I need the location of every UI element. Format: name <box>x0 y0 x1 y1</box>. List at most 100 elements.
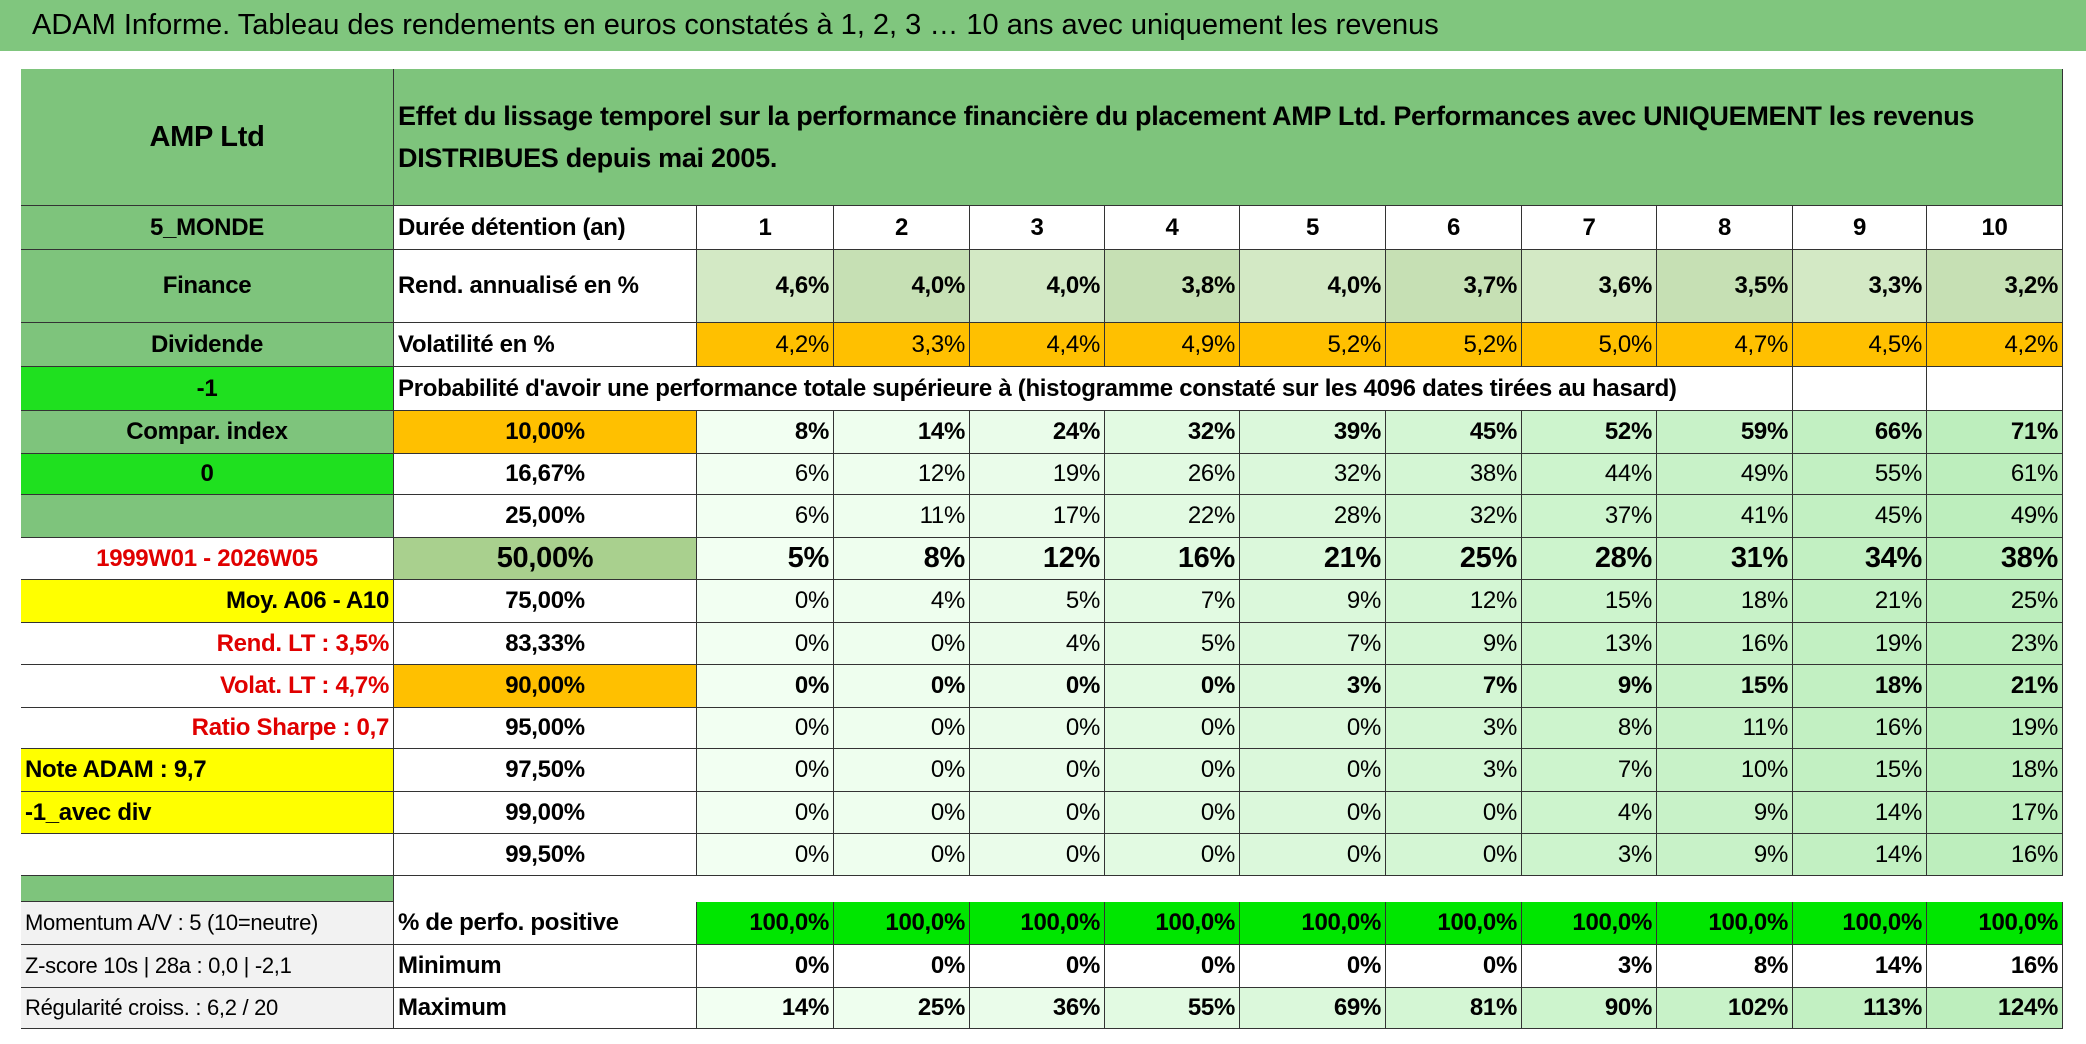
value: 0% <box>697 623 834 665</box>
value: 12% <box>970 538 1105 580</box>
value: 14% <box>1793 945 1927 988</box>
value: 12% <box>834 454 970 495</box>
value: 0% <box>1105 792 1240 834</box>
value: 0% <box>1105 834 1240 876</box>
value: 37% <box>1522 495 1657 538</box>
value: 0% <box>697 945 834 988</box>
year: 6 <box>1386 206 1522 250</box>
value: 26% <box>1105 454 1240 495</box>
year: 7 <box>1522 206 1657 250</box>
value: 16% <box>1105 538 1240 580</box>
value: 25% <box>1386 538 1522 580</box>
value: 11% <box>1657 708 1793 749</box>
value: 3,5% <box>1657 250 1793 323</box>
value: 19% <box>970 454 1105 495</box>
value: 4,9% <box>1105 323 1240 367</box>
left-label: Régularité croiss. : 6,2 / 20 <box>21 988 394 1029</box>
value: 7% <box>1386 665 1522 708</box>
value: 3,7% <box>1386 250 1522 323</box>
left-label <box>21 495 394 538</box>
value: 41% <box>1657 495 1793 538</box>
value: 5,2% <box>1240 323 1386 367</box>
threshold: 16,67% <box>394 454 697 495</box>
value: 5% <box>697 538 834 580</box>
value: 4,4% <box>970 323 1105 367</box>
value: 3% <box>1386 749 1522 792</box>
value: 0% <box>1386 792 1522 834</box>
left-label: 5_MONDE <box>21 206 394 250</box>
value: 11% <box>834 495 970 538</box>
value: 55% <box>1793 454 1927 495</box>
value: 0% <box>970 708 1105 749</box>
value: 0% <box>1386 834 1522 876</box>
threshold: 83,33% <box>394 623 697 665</box>
value: 4% <box>1522 792 1657 834</box>
value: 9% <box>1657 792 1793 834</box>
left-label: Volat. LT : 4,7% <box>21 665 394 708</box>
value: 49% <box>1657 454 1793 495</box>
value: 4,0% <box>1240 250 1386 323</box>
value: 22% <box>1105 495 1240 538</box>
value: 14% <box>1793 834 1927 876</box>
year: 2 <box>834 206 970 250</box>
value: 8% <box>1522 708 1657 749</box>
value: 9% <box>1240 580 1386 623</box>
empty-cell <box>1793 367 1927 411</box>
value: 18% <box>1793 665 1927 708</box>
value: 4,2% <box>697 323 834 367</box>
value: 0% <box>1386 945 1522 988</box>
value: 100,0% <box>1657 902 1793 945</box>
left-label <box>21 834 394 876</box>
value: 0% <box>834 792 970 834</box>
value: 6% <box>697 495 834 538</box>
value: 7% <box>1105 580 1240 623</box>
threshold: 25,00% <box>394 495 697 538</box>
value: 12% <box>1386 580 1522 623</box>
value: 8% <box>1657 945 1793 988</box>
value: 0% <box>1105 708 1240 749</box>
value: 0% <box>1240 792 1386 834</box>
value: 3% <box>1522 945 1657 988</box>
value: 5% <box>970 580 1105 623</box>
threshold: 90,00% <box>394 665 697 708</box>
value: 0% <box>970 665 1105 708</box>
left-label: 0 <box>21 454 394 495</box>
threshold: 50,00% <box>394 538 697 580</box>
left-label: 1999W01 - 2026W05 <box>21 538 394 580</box>
value: 3,8% <box>1105 250 1240 323</box>
threshold: 75,00% <box>394 580 697 623</box>
value: 17% <box>970 495 1105 538</box>
value: 16% <box>1657 623 1793 665</box>
value: 0% <box>1240 945 1386 988</box>
value: 0% <box>834 749 970 792</box>
value: 3,6% <box>1522 250 1657 323</box>
value: 3,3% <box>834 323 970 367</box>
value: 100,0% <box>697 902 834 945</box>
value: 8% <box>834 538 970 580</box>
value: 32% <box>1240 454 1386 495</box>
value: 69% <box>1240 988 1386 1029</box>
value: 18% <box>1927 749 2063 792</box>
value: 9% <box>1386 623 1522 665</box>
value: 28% <box>1522 538 1657 580</box>
value: 15% <box>1793 749 1927 792</box>
value: 5,2% <box>1386 323 1522 367</box>
value: 3,2% <box>1927 250 2063 323</box>
value: 3,3% <box>1793 250 1927 323</box>
value: 19% <box>1927 708 2063 749</box>
value: 5,0% <box>1522 323 1657 367</box>
value: 0% <box>1240 834 1386 876</box>
value: 113% <box>1793 988 1927 1029</box>
left-label: Rend. LT : 3,5% <box>21 623 394 665</box>
value: 19% <box>1793 623 1927 665</box>
value: 32% <box>1105 411 1240 454</box>
value: 18% <box>1657 580 1793 623</box>
value: 90% <box>1522 988 1657 1029</box>
value: 0% <box>834 945 970 988</box>
empty-cell <box>1927 367 2063 411</box>
value: 44% <box>1522 454 1657 495</box>
value: 0% <box>834 708 970 749</box>
value: 4% <box>834 580 970 623</box>
value: 61% <box>1927 454 2063 495</box>
value: 0% <box>1240 708 1386 749</box>
